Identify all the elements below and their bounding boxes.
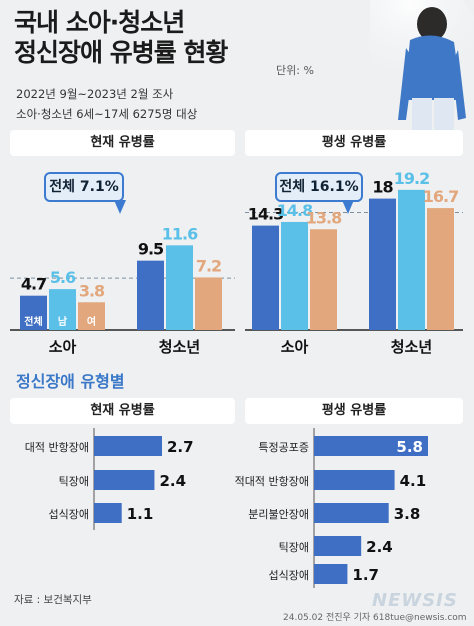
category-label: 청소년 [159,338,200,356]
data-label: 2.7 [167,438,194,456]
data-label: 16.7 [423,187,458,206]
data-label: 4.7 [21,275,46,294]
data-label: 5.8 [396,438,423,456]
page-title: 국내 소아·청소년 정신장애 유병률 현황 [14,8,228,68]
lifetime-prevalence-header: 평생 유병률 [245,130,463,156]
type-lifetime-header: 평생 유병률 [245,398,463,424]
bar [195,277,222,330]
bar [281,221,308,330]
data-label: 18 [372,178,393,197]
top-bar-charts: 4.7 전체 5.6 남 3.8 여소아 9.511.6 7.2 청소년 14.314.813.8… [10,169,463,356]
survey-period: 2022년 9월~2023년 2월 조사 [16,87,174,101]
series-label: 전체 [24,315,42,328]
category-label: 틱장애 [279,541,309,554]
bar [252,225,279,330]
callout-pointer [342,200,354,214]
bar [137,260,164,330]
data-label: 1.7 [352,566,379,584]
bar [314,536,362,556]
category-label: 섭식장애 [49,508,89,521]
data-label: 14.3 [248,205,283,224]
title-line-1: 국내 소아·청소년 [14,8,185,37]
title-line-2: 정신장애 유병률 현황 [14,38,228,67]
source-label: 자료 : 보건복지부 [14,594,92,606]
category-label: 소아 [49,338,77,356]
bar [94,470,155,490]
category-label: 청소년 [391,338,432,356]
data-label: 19.2 [394,169,429,188]
data-label: 7.2 [196,256,221,275]
bar [94,503,122,523]
data-label: 3.8 [394,505,421,523]
type-bar-charts: 대적 반항장애 2.7 틱장애 2.4 섭식장애 1.1 특정공포증 5.8 적대적 반항장애 4… [25,428,428,588]
category-label: 분리불안장애 [248,508,309,521]
bar [94,436,162,456]
credit-line: 24.05.02 전진우 기자 618tue@newsis.com [283,613,467,623]
bar [314,564,348,584]
data-label: 2.4 [159,472,186,490]
callout-pointer [114,200,126,214]
bar [78,302,105,330]
data-label: 13.8 [306,208,342,227]
bar [166,245,193,330]
bar [20,295,47,330]
bar [310,229,337,330]
category-label: 특정공포증 [258,441,309,454]
category-label: 적대적 반항장애 [235,475,309,488]
data-label: 9.5 [138,240,164,259]
bar [314,470,395,490]
category-label: 섭식장애 [269,569,309,582]
category-label: 틱장애 [59,475,89,488]
data-label: 1.1 [127,505,154,523]
data-label: 11.6 [162,224,198,243]
data-label: 5.6 [50,268,76,287]
bar [314,503,389,523]
category-label: 대적 반항장애 [25,441,89,454]
bar [427,208,454,330]
section-title: 정신장애 유형별 [16,372,125,391]
bar [314,436,428,456]
watermark-logo: NEWSIS [372,590,458,611]
bar [369,198,396,330]
data-label: 2.4 [366,538,393,556]
lifetime-total-callout: 전체 16.1% [275,172,363,202]
type-current-header: 현재 유병률 [10,398,235,424]
bar [398,189,425,330]
data-label: 4.1 [400,472,427,490]
category-label: 소아 [281,338,309,356]
data-label: 3.8 [79,281,105,300]
survey-target: 소아·청소년 6세~17세 6275명 대상 [16,107,198,121]
data-label: 14.8 [277,201,313,220]
current-total-callout: 전체 7.1% [44,172,124,202]
series-label: 여 [87,315,96,328]
bar [49,289,76,330]
current-prevalence-header: 현재 유병률 [10,130,235,156]
series-label: 남 [58,315,68,328]
unit-label: 단위: % [276,64,314,77]
